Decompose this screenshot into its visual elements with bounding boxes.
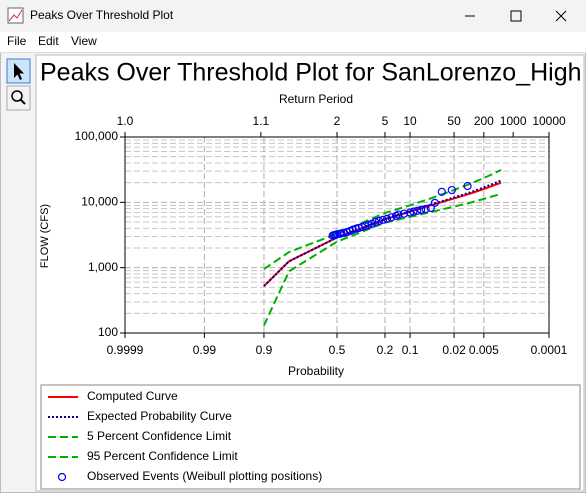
menu-item[interactable]: Edit xyxy=(38,34,59,48)
observed-point xyxy=(378,215,388,224)
legend-label: 5 Percent Confidence Limit xyxy=(87,429,232,443)
x-tick-label: 0.5 xyxy=(329,343,346,357)
legend-label: 95 Percent Confidence Limit xyxy=(87,449,238,463)
observed-point xyxy=(417,205,426,214)
legend xyxy=(40,384,581,490)
observed-point xyxy=(394,210,403,219)
legend-label: Observed Events (Weibull plotting positi… xyxy=(87,469,322,483)
y-tick-label: 100 xyxy=(98,325,118,339)
observed-point xyxy=(409,207,418,216)
menu-bar xyxy=(0,32,586,52)
x-tick-label: 0.0001 xyxy=(531,343,568,357)
x-tick-label: 0.1 xyxy=(402,343,419,357)
x-tick-label: 0.2 xyxy=(377,343,394,357)
menu-item[interactable]: View xyxy=(71,34,97,48)
pointer-tool[interactable] xyxy=(6,58,31,84)
y-tick-label: 10,000 xyxy=(81,195,118,209)
x2-tick-label: 5 xyxy=(382,114,389,128)
legend-label: Computed Curve xyxy=(87,389,178,403)
series-line xyxy=(263,179,502,287)
x2-tick-label: 10 xyxy=(403,114,417,128)
x2-tick-label: 50 xyxy=(447,114,461,128)
x2-tick-label: 10000 xyxy=(532,114,566,128)
x-tick-label: 0.005 xyxy=(469,343,499,357)
x-tick-label: 0.9 xyxy=(256,343,273,357)
observed-point xyxy=(337,229,346,238)
menu-item[interactable]: File xyxy=(7,34,27,48)
observed-point xyxy=(382,214,392,223)
x-tick-label: 0.99 xyxy=(193,343,217,357)
y-tick-label: 100,000 xyxy=(75,129,119,143)
x2-tick-label: 1.1 xyxy=(253,114,270,128)
x2-tick-label: 200 xyxy=(474,114,494,128)
x-tick-label: 0.02 xyxy=(442,343,466,357)
x2-tick-label: 1.0 xyxy=(117,114,134,128)
x2-axis-label: Return Period xyxy=(279,92,353,106)
chart-title: Peaks Over Threshold Plot for SanLorenzo… xyxy=(40,59,582,87)
y-tick-label: 1,000 xyxy=(88,260,118,274)
x-tick-label: 0.9999 xyxy=(107,343,144,357)
window-title: Peaks Over Threshold Plot xyxy=(30,8,174,22)
x-axis-label: Probability xyxy=(288,364,344,378)
observed-point xyxy=(447,185,456,195)
title-bar xyxy=(0,0,586,32)
x2-tick-label: 2 xyxy=(334,114,341,128)
series-line xyxy=(263,169,502,270)
app-icon xyxy=(7,7,24,24)
observed-point xyxy=(463,181,472,191)
y-axis-label: FLOW (CFS) xyxy=(39,204,51,268)
legend-label: Expected Probability Curve xyxy=(87,409,232,423)
observed-point xyxy=(426,203,435,213)
observed-point xyxy=(371,217,380,227)
observed-point xyxy=(399,209,409,218)
observed-point xyxy=(421,204,430,214)
zoom-tool[interactable] xyxy=(6,85,31,111)
close-button[interactable] xyxy=(555,10,567,22)
x2-tick-label: 1000 xyxy=(500,114,527,128)
observed-point xyxy=(437,187,446,196)
plot-frame xyxy=(124,136,550,334)
maximize-button[interactable] xyxy=(510,10,522,22)
observed-point xyxy=(387,213,396,222)
observed-point xyxy=(375,216,384,225)
observed-point xyxy=(412,206,422,215)
observed-point xyxy=(430,198,439,208)
legend-swatch xyxy=(57,472,67,482)
series-line xyxy=(262,192,502,327)
